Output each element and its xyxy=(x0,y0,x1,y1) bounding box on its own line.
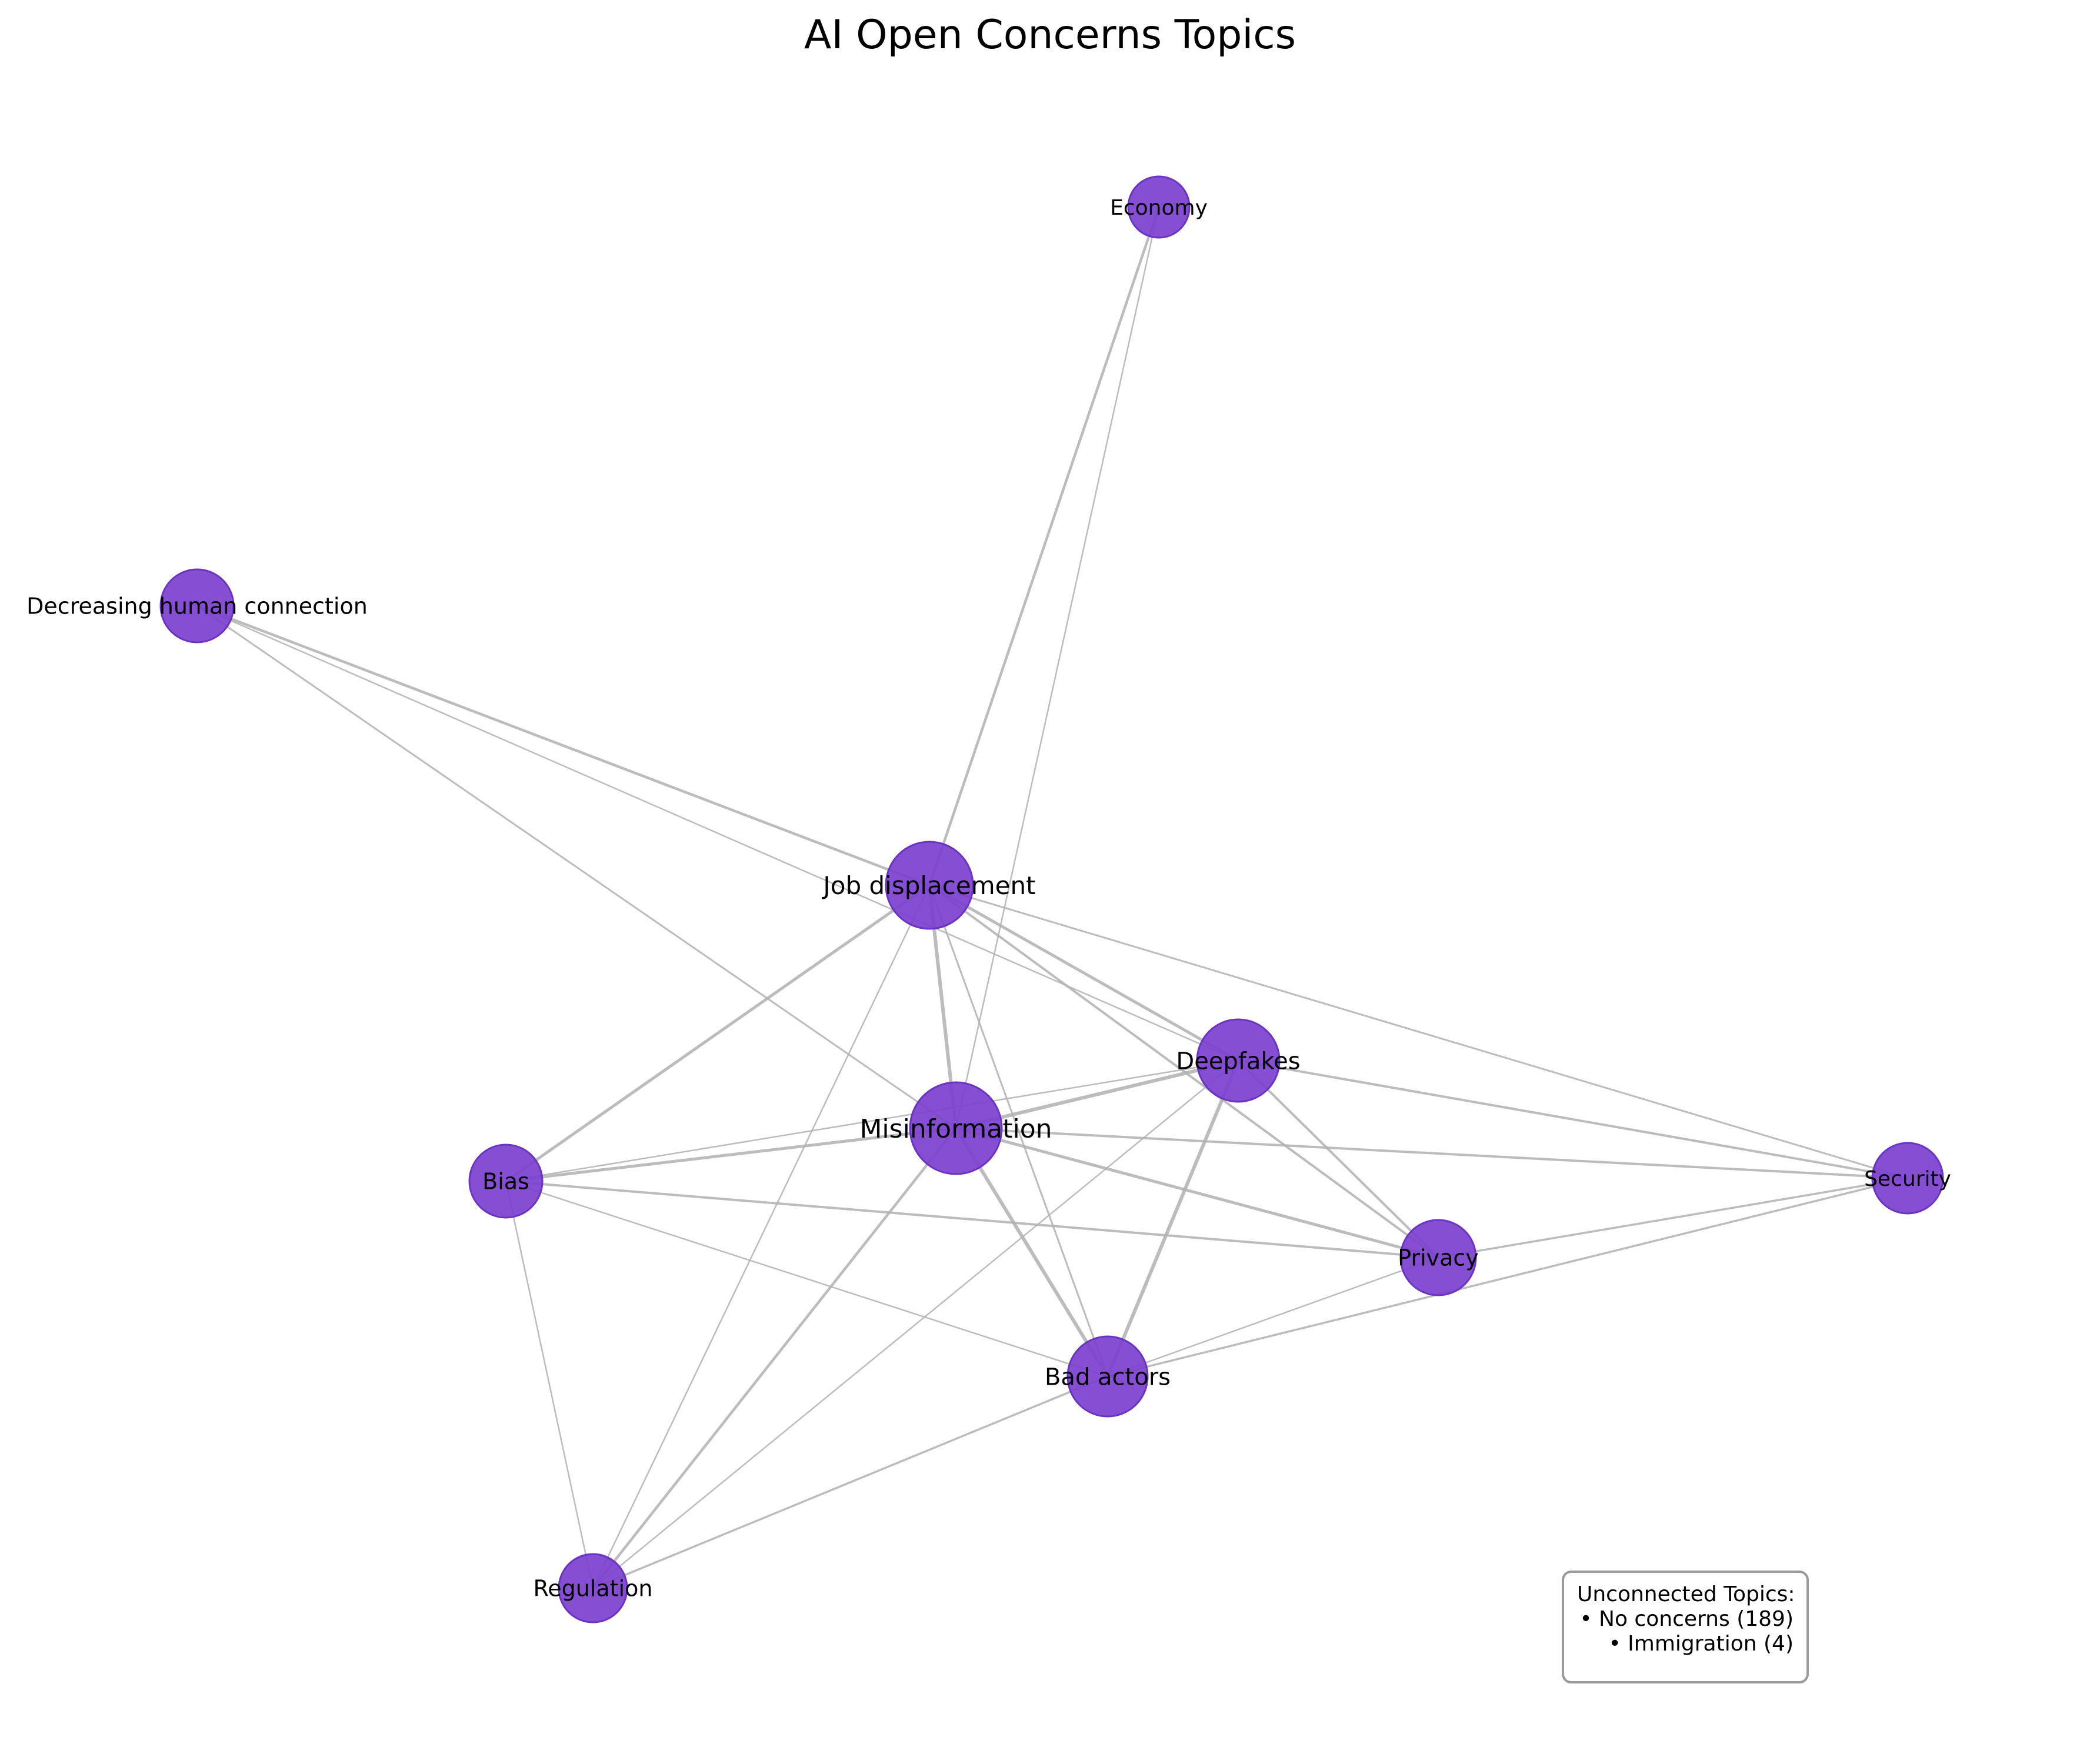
edge-misinfo-bad xyxy=(954,1127,1109,1378)
node-label: Bias xyxy=(482,1169,529,1195)
node-label: Bad actors xyxy=(1045,1363,1171,1391)
edge-decreasing-misinfo xyxy=(196,605,956,1129)
node-privacy: Privacy xyxy=(1398,1219,1479,1296)
node-circle xyxy=(1399,1219,1477,1296)
node-label: Privacy xyxy=(1398,1245,1479,1271)
node-label: Job displacement xyxy=(821,871,1035,900)
edge-deepfakes-privacy xyxy=(1237,1059,1439,1259)
unconnected-topic-item: • Immigration (4) xyxy=(1608,1632,1794,1656)
edge-misinfo-regulation xyxy=(592,1127,957,1589)
edge-job-bias xyxy=(505,883,931,1183)
node-circle xyxy=(558,1553,628,1623)
edge-misinfo-bias xyxy=(505,1126,956,1183)
node-regulation: Regulation xyxy=(534,1553,653,1623)
unconnected-topics-heading: Unconnected Topics: xyxy=(1577,1582,1795,1606)
edge-bias-regulation xyxy=(505,1181,594,1589)
edge-security-privacy xyxy=(1438,1177,1908,1259)
edge-deepfakes-misinfo xyxy=(955,1059,1239,1130)
edge-misinfo-privacy xyxy=(955,1126,1439,1259)
edge-job-deepfakes xyxy=(928,883,1239,1062)
node-circle xyxy=(159,568,235,644)
unconnected-topic-item: • No concerns (189) xyxy=(1579,1607,1794,1631)
edge-job-privacy xyxy=(928,884,1439,1259)
edge-security-bad xyxy=(1107,1177,1908,1378)
node-label: Decreasing human connection xyxy=(26,594,368,619)
node-decreasing: Decreasing human connection xyxy=(26,568,368,644)
edge-job-regulation xyxy=(592,885,931,1589)
edge-deepfakes-bias xyxy=(505,1059,1239,1182)
node-job: Job displacement xyxy=(821,841,1036,930)
unconnected-topics-box: Unconnected Topics: • No concerns (189) … xyxy=(1562,1571,1809,1683)
node-label: Deepfakes xyxy=(1176,1048,1300,1075)
node-label: Regulation xyxy=(534,1576,653,1602)
edge-bad-regulation xyxy=(592,1375,1108,1589)
node-layer: Economy Decreasing human connection Job di… xyxy=(26,175,1951,1623)
node-circle xyxy=(1066,1335,1149,1418)
node-economy: Economy xyxy=(1110,175,1208,239)
edge-deepfakes-regulation xyxy=(592,1060,1239,1589)
edge-privacy-bad xyxy=(1107,1256,1439,1378)
node-circle xyxy=(885,841,974,930)
node-label: Economy xyxy=(1110,196,1208,220)
node-circle xyxy=(468,1143,544,1219)
diagram-title: AI Open Concerns Topics xyxy=(804,12,1296,58)
node-bad: Bad actors xyxy=(1045,1335,1171,1418)
node-circle xyxy=(1196,1018,1281,1103)
edge-job-security xyxy=(929,884,1908,1179)
edge-deepfakes-bad xyxy=(1106,1059,1240,1378)
node-label: Security xyxy=(1864,1167,1951,1191)
edge-decreasing-job xyxy=(196,604,930,887)
edge-deepfakes-security xyxy=(1238,1059,1908,1179)
node-circle xyxy=(1127,175,1191,239)
node-bias: Bias xyxy=(468,1143,544,1219)
edge-economy-misinfo xyxy=(955,206,1160,1129)
edge-economy-job xyxy=(928,206,1161,886)
node-label: Misinformation xyxy=(859,1114,1052,1144)
edge-misinfo-security xyxy=(955,1127,1908,1179)
node-circle xyxy=(1871,1142,1944,1215)
node-misinfo: Misinformation xyxy=(859,1081,1052,1175)
edge-bias-bad xyxy=(505,1180,1108,1378)
edge-decreasing-deepfakes xyxy=(196,605,1239,1062)
node-deepfakes: Deepfakes xyxy=(1176,1018,1301,1103)
node-security: Security xyxy=(1864,1142,1951,1215)
edge-bias-privacy xyxy=(505,1180,1439,1259)
node-circle xyxy=(909,1081,1003,1175)
